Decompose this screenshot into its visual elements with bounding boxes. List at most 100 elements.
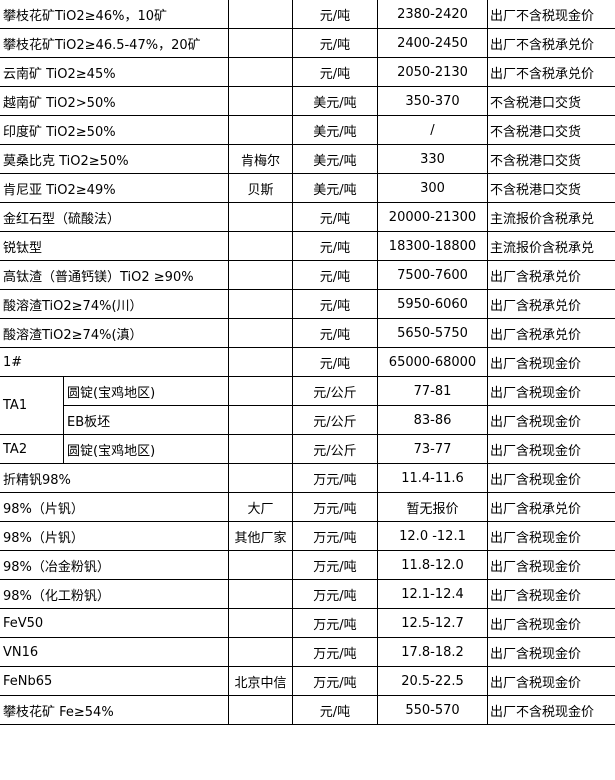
product-name: 酸溶渣TiO2≥74%(川） bbox=[0, 289, 229, 319]
source bbox=[228, 434, 293, 464]
source bbox=[228, 550, 293, 580]
unit: 万元/吨 bbox=[292, 492, 378, 522]
product-name: 肯尼亚 TiO2≥49% bbox=[0, 173, 229, 203]
product-name: TA2 bbox=[0, 434, 64, 464]
price: 2050-2130 bbox=[377, 57, 488, 87]
table-row: VN16 万元/吨 17.8-18.2 出厂含税现金价 bbox=[0, 637, 615, 667]
table-row: TA2 圆锭(宝鸡地区) 元/公斤 73-77 出厂含税现金价 bbox=[0, 434, 615, 464]
product-name: 锐钛型 bbox=[0, 231, 229, 261]
table-row: 攀枝花矿TiO2≥46.5-47%，20矿 元/吨 2400-2450 出厂不含税承兑… bbox=[0, 28, 615, 58]
source bbox=[228, 115, 293, 145]
table-row: 高钛渣（普通钙镁）TiO2 ≥90% 元/吨 7500-7600 出厂含税承兑价 bbox=[0, 260, 615, 290]
source: 贝斯 bbox=[228, 173, 293, 203]
note: 出厂含税现金价 bbox=[487, 579, 615, 609]
product-name: 莫桑比克 TiO2≥50% bbox=[0, 144, 229, 174]
unit: 万元/吨 bbox=[292, 521, 378, 551]
unit: 元/吨 bbox=[292, 260, 378, 290]
source bbox=[228, 376, 293, 406]
product-name: 98%（片钒） bbox=[0, 492, 229, 522]
product-name: 攀枝花矿TiO2≥46.5-47%，20矿 bbox=[0, 28, 229, 58]
unit: 万元/吨 bbox=[292, 463, 378, 493]
unit: 元/公斤 bbox=[292, 434, 378, 464]
source bbox=[228, 86, 293, 116]
product-form: EB板坯 bbox=[63, 405, 229, 435]
table-row: 折精钒98% 万元/吨 11.4-11.6 出厂含税现金价 bbox=[0, 463, 615, 493]
unit: 万元/吨 bbox=[292, 608, 378, 638]
source bbox=[228, 405, 293, 435]
source bbox=[228, 57, 293, 87]
price: 77-81 bbox=[377, 376, 488, 406]
source bbox=[228, 347, 293, 377]
source: 肯梅尔 bbox=[228, 144, 293, 174]
product-name: 1# bbox=[0, 347, 229, 377]
table-row: 酸溶渣TiO2≥74%(滇） 元/吨 5650-5750 出厂含税承兑价 bbox=[0, 318, 615, 348]
product-form: 圆锭(宝鸡地区) bbox=[63, 376, 229, 406]
product-name: TA1 bbox=[0, 376, 64, 435]
note: 不含税港口交货 bbox=[487, 144, 615, 174]
price: 330 bbox=[377, 144, 488, 174]
note: 出厂含税现金价 bbox=[487, 463, 615, 493]
table-row: 莫桑比克 TiO2≥50% 肯梅尔 美元/吨 330 不含税港口交货 bbox=[0, 144, 615, 174]
product-form: 圆锭(宝鸡地区) bbox=[63, 434, 229, 464]
product-name: 酸溶渣TiO2≥74%(滇） bbox=[0, 318, 229, 348]
unit: 元/吨 bbox=[292, 231, 378, 261]
product-name: FeV50 bbox=[0, 608, 229, 638]
table-row: 98%（化工粉钒） 万元/吨 12.1-12.4 出厂含税现金价 bbox=[0, 579, 615, 609]
price: / bbox=[377, 115, 488, 145]
unit: 元/吨 bbox=[292, 289, 378, 319]
note: 出厂不含税现金价 bbox=[487, 0, 615, 29]
table-row: 98%（片钒） 其他厂家 万元/吨 12.0 -12.1 出厂含税现金价 bbox=[0, 521, 615, 551]
source bbox=[228, 463, 293, 493]
note: 出厂含税现金价 bbox=[487, 434, 615, 464]
unit: 万元/吨 bbox=[292, 637, 378, 667]
unit: 元/吨 bbox=[292, 695, 378, 725]
product-name: 攀枝花矿TiO2≥46%，10矿 bbox=[0, 0, 229, 29]
unit: 万元/吨 bbox=[292, 579, 378, 609]
price: 12.0 -12.1 bbox=[377, 521, 488, 551]
note: 出厂含税承兑价 bbox=[487, 289, 615, 319]
source: 其他厂家 bbox=[228, 521, 293, 551]
source bbox=[228, 637, 293, 667]
table-row: 攀枝花矿TiO2≥46%，10矿 元/吨 2380-2420 出厂不含税现金价 bbox=[0, 0, 615, 29]
note: 出厂含税现金价 bbox=[487, 405, 615, 435]
price: 20000-21300 bbox=[377, 202, 488, 232]
table-row: 攀枝花矿 Fe≥54% 元/吨 550-570 出厂不含税现金价 bbox=[0, 695, 615, 725]
table-row: 印度矿 TiO2≥50% 美元/吨 / 不含税港口交货 bbox=[0, 115, 615, 145]
product-name: 折精钒98% bbox=[0, 463, 229, 493]
product-name: 高钛渣（普通钙镁）TiO2 ≥90% bbox=[0, 260, 229, 290]
price: 12.5-12.7 bbox=[377, 608, 488, 638]
note: 出厂含税现金价 bbox=[487, 608, 615, 638]
unit: 元/公斤 bbox=[292, 405, 378, 435]
price: 2400-2450 bbox=[377, 28, 488, 58]
source: 大厂 bbox=[228, 492, 293, 522]
note: 不含税港口交货 bbox=[487, 86, 615, 116]
product-name: 印度矿 TiO2≥50% bbox=[0, 115, 229, 145]
note: 出厂不含税承兑价 bbox=[487, 28, 615, 58]
note: 出厂含税现金价 bbox=[487, 637, 615, 667]
table-row: 肯尼亚 TiO2≥49% 贝斯 美元/吨 300 不含税港口交货 bbox=[0, 173, 615, 203]
unit: 美元/吨 bbox=[292, 86, 378, 116]
source bbox=[228, 0, 293, 29]
table-row: FeNb65 北京中信 万元/吨 20.5-22.5 出厂含税现金价 bbox=[0, 666, 615, 696]
table-row: FeV50 万元/吨 12.5-12.7 出厂含税现金价 bbox=[0, 608, 615, 638]
unit: 美元/吨 bbox=[292, 173, 378, 203]
source bbox=[228, 608, 293, 638]
unit: 美元/吨 bbox=[292, 144, 378, 174]
table-row: 越南矿 TiO2>50% 美元/吨 350-370 不含税港口交货 bbox=[0, 86, 615, 116]
note: 主流报价含税承兑 bbox=[487, 231, 615, 261]
unit: 元/吨 bbox=[292, 202, 378, 232]
price: 300 bbox=[377, 173, 488, 203]
note: 出厂含税现金价 bbox=[487, 347, 615, 377]
note: 出厂含税现金价 bbox=[487, 376, 615, 406]
note: 出厂含税现金价 bbox=[487, 666, 615, 696]
table-row: 锐钛型 元/吨 18300-18800 主流报价含税承兑 bbox=[0, 231, 615, 261]
unit: 美元/吨 bbox=[292, 115, 378, 145]
product-name: 越南矿 TiO2>50% bbox=[0, 86, 229, 116]
unit: 元/吨 bbox=[292, 57, 378, 87]
price: 17.8-18.2 bbox=[377, 637, 488, 667]
note: 出厂含税现金价 bbox=[487, 550, 615, 580]
unit: 元/吨 bbox=[292, 347, 378, 377]
table-row: 云南矿 TiO2≥45% 元/吨 2050-2130 出厂不含税承兑价 bbox=[0, 57, 615, 87]
product-name: 98%（冶金粉钒） bbox=[0, 550, 229, 580]
price: 18300-18800 bbox=[377, 231, 488, 261]
